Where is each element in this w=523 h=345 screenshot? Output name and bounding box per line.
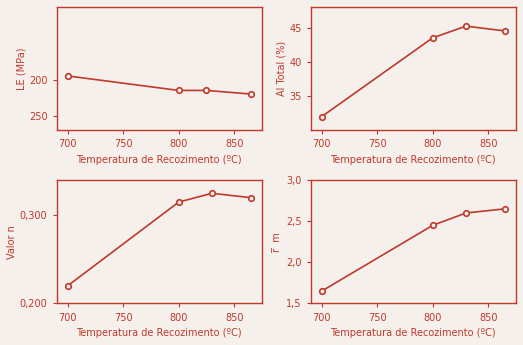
Y-axis label: Valor n: Valor n bbox=[7, 225, 17, 259]
X-axis label: Temperatura de Recozimento (ºC): Temperatura de Recozimento (ºC) bbox=[331, 328, 496, 338]
Y-axis label: LE (MPa): LE (MPa) bbox=[16, 47, 26, 90]
Y-axis label: Al Total (%): Al Total (%) bbox=[276, 41, 287, 96]
Y-axis label: r̅  m: r̅ m bbox=[273, 232, 283, 252]
X-axis label: Temperatura de Recozimento (ºC): Temperatura de Recozimento (ºC) bbox=[76, 328, 242, 338]
X-axis label: Temperatura de Recozimento (ºC): Temperatura de Recozimento (ºC) bbox=[76, 155, 242, 165]
X-axis label: Temperatura de Recozimento (ºC): Temperatura de Recozimento (ºC) bbox=[331, 155, 496, 165]
